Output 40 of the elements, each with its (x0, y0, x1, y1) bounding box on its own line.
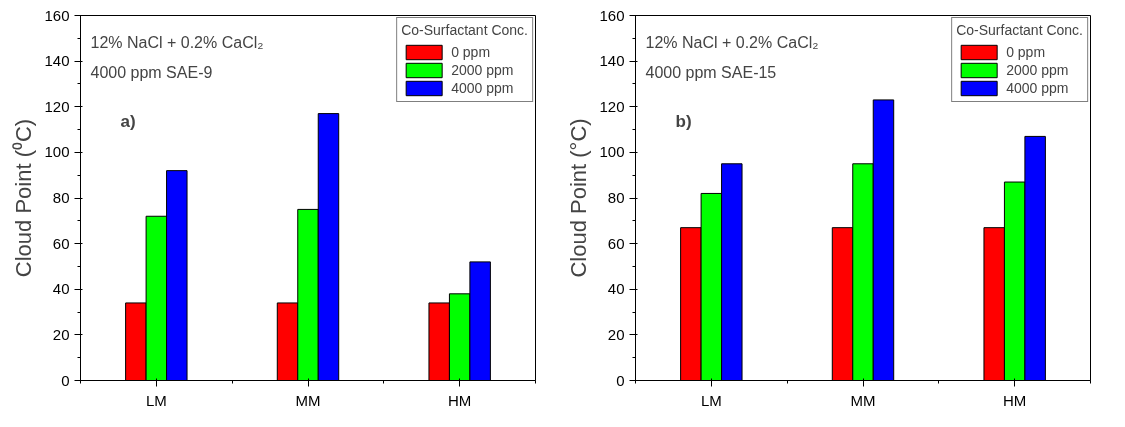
x-tick-label: LM (145, 391, 167, 409)
legend-label: 4000 ppm (1006, 79, 1069, 97)
y-tick-label: 160 (44, 6, 70, 24)
y-tick-label: 40 (607, 280, 625, 298)
y-tick-label: 0 (61, 371, 70, 389)
y-tick-label: 120 (599, 97, 625, 115)
y-tick-label: 100 (599, 143, 625, 161)
y-tick-label: 80 (607, 189, 625, 206)
y-tick-label: 0 (616, 371, 625, 389)
annotation: a) (120, 111, 136, 131)
y-tick-label: 140 (599, 52, 625, 70)
y-tick-label: 100 (44, 143, 70, 161)
legend-title: Co-Surfactant Conc. (956, 22, 1083, 38)
y-tick-label: 20 (52, 325, 70, 343)
x-tick-label: HM (448, 391, 472, 409)
y-axis-title: Cloud Point (°C) (566, 118, 592, 278)
y-tick-label: 140 (44, 52, 70, 70)
y-tick-label: 120 (44, 97, 70, 115)
annotation: 4000 ppm SAE-15 (645, 63, 777, 81)
legend-label: 4000 ppm (451, 79, 514, 97)
y-tick-label: 40 (52, 280, 70, 298)
x-tick-label: LM (700, 391, 722, 409)
legend-title: Co-Surfactant Conc. (401, 22, 528, 38)
annotation: 12% NaCl + 0.2% CaCl₂ (645, 33, 819, 51)
annotation: 12% NaCl + 0.2% CaCl₂ (90, 33, 264, 51)
y-tick-label: 20 (607, 325, 625, 343)
x-tick-label: HM (1003, 391, 1027, 409)
y-tick-label: 60 (52, 234, 70, 252)
x-tick-label: MM (850, 391, 876, 409)
legend-label: 0 ppm (451, 43, 491, 61)
y-tick-label: 160 (599, 6, 625, 24)
y-tick-label: 60 (607, 234, 625, 252)
annotation: 4000 ppm SAE-9 (90, 63, 213, 81)
y-axis-title: Cloud Point (⁰C) (11, 118, 37, 278)
y-tick-label: 80 (52, 189, 70, 206)
legend-label: 2000 ppm (1006, 61, 1069, 79)
legend-label: 0 ppm (1006, 43, 1046, 61)
x-tick-label: MM (295, 391, 321, 409)
annotation: b) (675, 111, 692, 131)
legend-label: 2000 ppm (451, 61, 514, 79)
